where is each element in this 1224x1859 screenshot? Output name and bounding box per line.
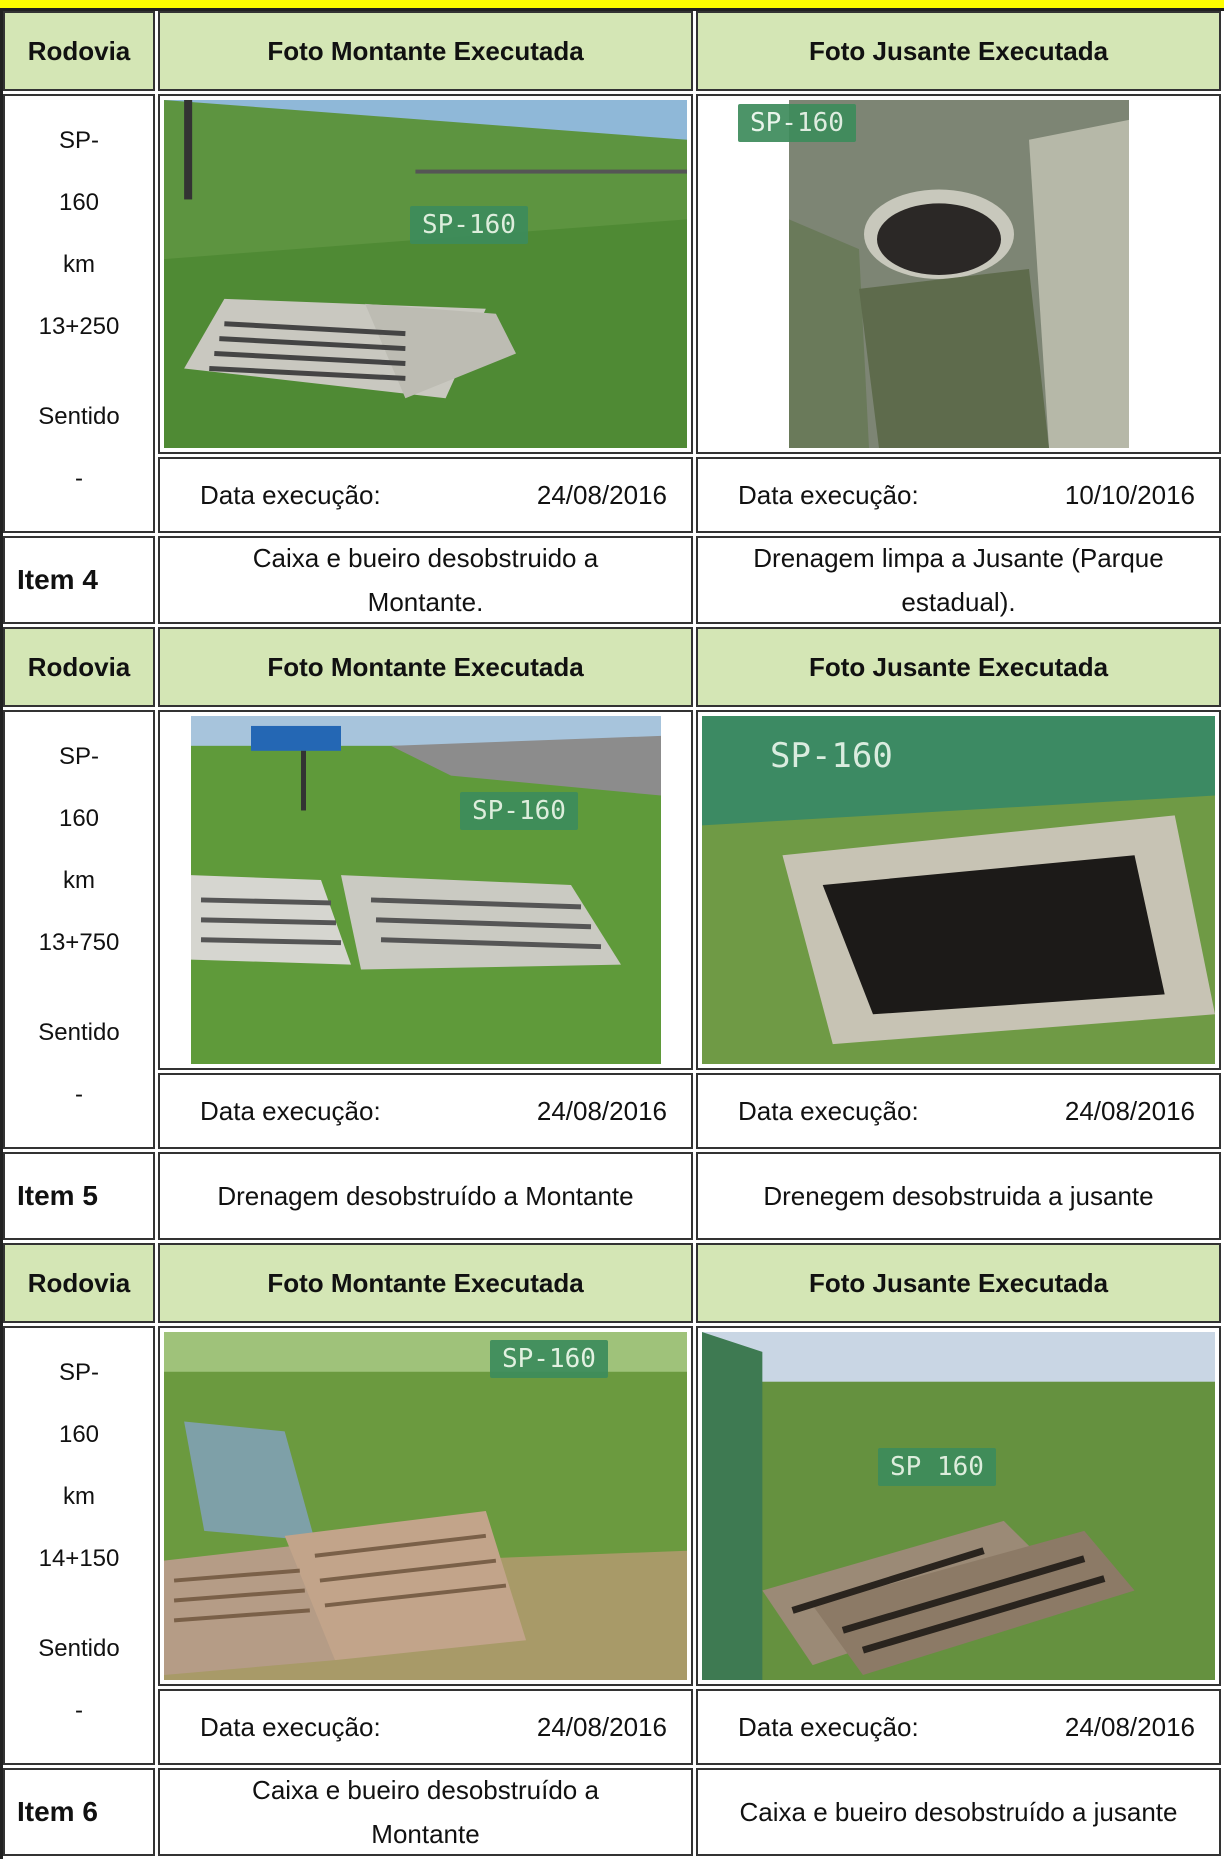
date-label: Data execução: bbox=[738, 1711, 919, 1742]
drain-grate-photo-icon: SP 160 bbox=[702, 1332, 1215, 1680]
photo-board: SP-160 bbox=[410, 206, 528, 244]
location-line: - bbox=[75, 1081, 83, 1108]
date-label: Data execução: bbox=[200, 1095, 381, 1126]
drain-grate-photo-icon: SP-160 bbox=[164, 100, 687, 448]
header-rodovia: Rodovia bbox=[3, 627, 155, 707]
montante-photo-cell: SP-160 bbox=[158, 710, 693, 1070]
jusante-description: Drenagem limpa a Jusante (Parque estadua… bbox=[696, 536, 1221, 624]
photo-board: SP-160 bbox=[490, 1340, 608, 1378]
drain-grate-photo-icon: SP-160 bbox=[190, 716, 661, 1064]
header-rodovia: Rodovia bbox=[3, 11, 155, 91]
jusante-date-cell: Data execução: 10/10/2016 bbox=[696, 457, 1221, 533]
header-jusante: Foto Jusante Executada bbox=[696, 627, 1221, 707]
jusante-photo-cell: SP-160 bbox=[696, 94, 1221, 454]
location-line: Sentido bbox=[38, 1019, 120, 1046]
date-label: Data execução: bbox=[738, 479, 919, 510]
item-label: Item 5 bbox=[3, 1152, 155, 1240]
location-cell: SP- 160 km 13+250 Sentido - bbox=[3, 94, 155, 533]
date-value: 24/08/2016 bbox=[1064, 1095, 1195, 1126]
jusante-date-cell: Data execução: 24/08/2016 bbox=[696, 1689, 1221, 1765]
montante-date-cell: Data execução: 24/08/2016 bbox=[158, 1689, 693, 1765]
photo-board: SP-160 bbox=[738, 104, 856, 142]
location-line: 13+250 bbox=[38, 313, 120, 340]
montante-date-cell: Data execução: 24/08/2016 bbox=[158, 457, 693, 533]
entry-block-2: Rodovia Foto Montante Executada Foto Jus… bbox=[3, 627, 1224, 1243]
location-line: SP- bbox=[58, 743, 99, 770]
date-value: 24/08/2016 bbox=[1064, 1711, 1195, 1742]
drain-grate-photo-icon: SP-160 bbox=[164, 1332, 687, 1680]
jusante-date-cell: Data execução: 24/08/2016 bbox=[696, 1073, 1221, 1149]
culvert-pipe-photo-icon: SP-160 bbox=[738, 100, 1129, 448]
montante-photo-cell: SP-160 bbox=[158, 94, 693, 454]
date-label: Data execução: bbox=[200, 1711, 381, 1742]
photo-board: SP-160 bbox=[770, 736, 893, 776]
location-line: 160 bbox=[58, 1421, 100, 1448]
location-cell: SP- 160 km 14+150 Sentido - bbox=[3, 1326, 155, 1765]
montante-description: Caixa e bueiro desobstruido a Montante. bbox=[158, 536, 693, 624]
header-jusante: Foto Jusante Executada bbox=[696, 1243, 1221, 1323]
header-montante: Foto Montante Executada bbox=[158, 627, 693, 707]
location-line: km bbox=[63, 867, 95, 894]
header-montante: Foto Montante Executada bbox=[158, 1243, 693, 1323]
jusante-description: Drenegem desobstruida a jusante bbox=[696, 1152, 1221, 1240]
top-yellow-bar bbox=[0, 0, 1224, 11]
montante-photo-cell: SP-160 bbox=[158, 1326, 693, 1686]
inspection-table: Rodovia Foto Montante Executada Foto Jus… bbox=[0, 11, 1224, 1859]
header-rodovia: Rodovia bbox=[3, 1243, 155, 1323]
montante-description: Drenagem desobstruído a Montante bbox=[158, 1152, 693, 1240]
header-montante: Foto Montante Executada bbox=[158, 11, 693, 91]
date-value: 24/08/2016 bbox=[536, 1095, 667, 1126]
location-line: Sentido bbox=[38, 403, 120, 430]
jusante-photo-cell: SP 160 bbox=[696, 1326, 1221, 1686]
header-jusante: Foto Jusante Executada bbox=[696, 11, 1221, 91]
location-line: Sentido bbox=[38, 1635, 120, 1662]
location-line: 160 bbox=[58, 189, 100, 216]
montante-description: Caixa e bueiro desobstruído a Montante bbox=[158, 1768, 693, 1856]
location-line: - bbox=[75, 465, 83, 492]
photo-board: SP 160 bbox=[878, 1448, 996, 1486]
location-line: 13+750 bbox=[38, 929, 120, 956]
location-line: SP- bbox=[58, 127, 99, 154]
item-label: Item 4 bbox=[3, 536, 155, 624]
entry-block-3: Rodovia Foto Montante Executada Foto Jus… bbox=[3, 1243, 1224, 1859]
date-value: 24/08/2016 bbox=[536, 1711, 667, 1742]
date-value: 10/10/2016 bbox=[1064, 479, 1195, 510]
location-line: - bbox=[75, 1697, 83, 1724]
photo-board: SP-160 bbox=[460, 792, 578, 830]
location-cell: SP- 160 km 13+750 Sentido - bbox=[3, 710, 155, 1149]
date-label: Data execução: bbox=[200, 479, 381, 510]
drain-box-photo-icon: SP-160 bbox=[702, 716, 1215, 1064]
entry-block-1: Rodovia Foto Montante Executada Foto Jus… bbox=[3, 11, 1224, 627]
location-line: 160 bbox=[58, 805, 100, 832]
date-label: Data execução: bbox=[738, 1095, 919, 1126]
location-line: km bbox=[63, 251, 95, 278]
montante-date-cell: Data execução: 24/08/2016 bbox=[158, 1073, 693, 1149]
date-value: 24/08/2016 bbox=[536, 479, 667, 510]
location-line: 14+150 bbox=[38, 1545, 120, 1572]
jusante-photo-cell: SP-160 bbox=[696, 710, 1221, 1070]
location-line: km bbox=[63, 1483, 95, 1510]
location-line: SP- bbox=[58, 1359, 99, 1386]
